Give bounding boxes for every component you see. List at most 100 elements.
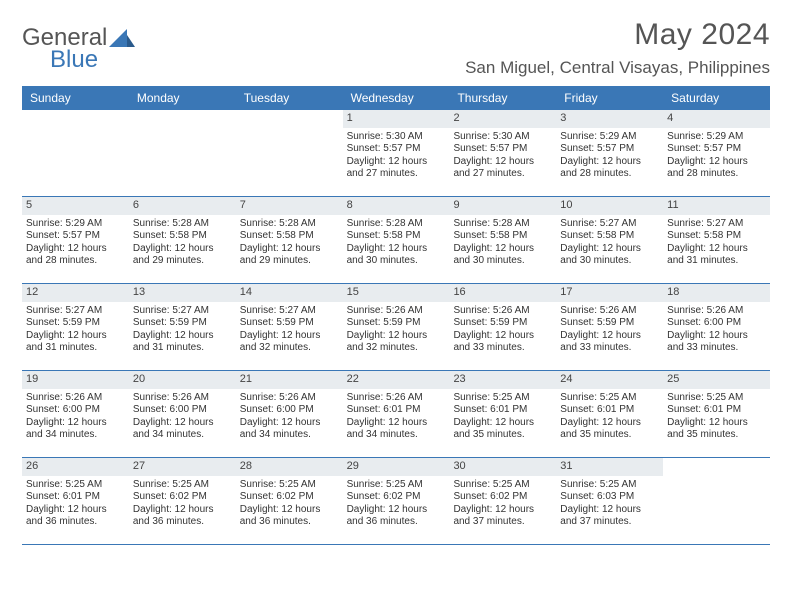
- weekday-header-row: Sunday Monday Tuesday Wednesday Thursday…: [22, 86, 770, 110]
- day-cell: 11Sunrise: 5:27 AMSunset: 5:58 PMDayligh…: [663, 197, 770, 283]
- day-number: 8: [343, 197, 450, 215]
- sunrise-text: Sunrise: 5:25 AM: [667, 392, 766, 405]
- brand-text-2: Blue: [50, 46, 98, 74]
- day-cell: 25Sunrise: 5:25 AMSunset: 6:01 PMDayligh…: [663, 371, 770, 457]
- sunset-text: Sunset: 5:59 PM: [26, 317, 125, 330]
- daylight-text: Daylight: 12 hours and 34 minutes.: [347, 417, 446, 442]
- day-number: 11: [663, 197, 770, 215]
- sunrise-text: Sunrise: 5:25 AM: [560, 479, 659, 492]
- day-cell: 5 Sunrise: 5:29 AMSunset: 5:57 PMDaylight…: [22, 197, 129, 283]
- location-text: San Miguel, Central Visayas, Philippines: [465, 58, 770, 78]
- sunset-text: Sunset: 6:00 PM: [240, 404, 339, 417]
- daylight-text: Daylight: 12 hours and 32 minutes.: [240, 330, 339, 355]
- sunrise-text: Sunrise: 5:28 AM: [453, 218, 552, 231]
- sunrise-text: Sunrise: 5:26 AM: [347, 305, 446, 318]
- weeks-container: ...1Sunrise: 5:30 AMSunset: 5:57 PMDayli…: [22, 110, 770, 545]
- day-number: 30: [449, 458, 556, 476]
- sunrise-text: Sunrise: 5:26 AM: [26, 392, 125, 405]
- day-cell: 22Sunrise: 5:26 AMSunset: 6:01 PMDayligh…: [343, 371, 450, 457]
- day-number: 14: [236, 284, 343, 302]
- sunset-text: Sunset: 6:01 PM: [26, 491, 125, 504]
- sunrise-text: Sunrise: 5:25 AM: [560, 392, 659, 405]
- daylight-text: Daylight: 12 hours and 27 minutes.: [347, 156, 446, 181]
- sunrise-text: Sunrise: 5:30 AM: [347, 131, 446, 144]
- day-number: 31: [556, 458, 663, 476]
- sunset-text: Sunset: 6:01 PM: [560, 404, 659, 417]
- sunset-text: Sunset: 6:02 PM: [240, 491, 339, 504]
- sunset-text: Sunset: 5:58 PM: [133, 230, 232, 243]
- sunset-text: Sunset: 5:59 PM: [133, 317, 232, 330]
- daylight-text: Daylight: 12 hours and 29 minutes.: [133, 243, 232, 268]
- sunset-text: Sunset: 6:03 PM: [560, 491, 659, 504]
- day-cell: 24Sunrise: 5:25 AMSunset: 6:01 PMDayligh…: [556, 371, 663, 457]
- day-number: 17: [556, 284, 663, 302]
- day-cell: 31Sunrise: 5:25 AMSunset: 6:03 PMDayligh…: [556, 458, 663, 544]
- sunrise-text: Sunrise: 5:28 AM: [133, 218, 232, 231]
- day-cell: 9Sunrise: 5:28 AMSunset: 5:58 PMDaylight…: [449, 197, 556, 283]
- sunrise-text: Sunrise: 5:25 AM: [26, 479, 125, 492]
- day-number: 16: [449, 284, 556, 302]
- daylight-text: Daylight: 12 hours and 35 minutes.: [667, 417, 766, 442]
- sunset-text: Sunset: 5:58 PM: [240, 230, 339, 243]
- sunrise-text: Sunrise: 5:29 AM: [667, 131, 766, 144]
- week-row: 26Sunrise: 5:25 AMSunset: 6:01 PMDayligh…: [22, 458, 770, 545]
- sunset-text: Sunset: 6:00 PM: [667, 317, 766, 330]
- sunrise-text: Sunrise: 5:29 AM: [26, 218, 125, 231]
- sunrise-text: Sunrise: 5:25 AM: [453, 479, 552, 492]
- day-cell: .: [22, 110, 129, 196]
- day-cell: 13Sunrise: 5:27 AMSunset: 5:59 PMDayligh…: [129, 284, 236, 370]
- day-cell: 15Sunrise: 5:26 AMSunset: 5:59 PMDayligh…: [343, 284, 450, 370]
- day-cell: 4Sunrise: 5:29 AMSunset: 5:57 PMDaylight…: [663, 110, 770, 196]
- sunset-text: Sunset: 5:57 PM: [26, 230, 125, 243]
- daylight-text: Daylight: 12 hours and 34 minutes.: [240, 417, 339, 442]
- day-cell: 28Sunrise: 5:25 AMSunset: 6:02 PMDayligh…: [236, 458, 343, 544]
- sunset-text: Sunset: 5:58 PM: [560, 230, 659, 243]
- day-cell: 18 Sunrise: 5:26 AMSunset: 6:00 PMDayligh…: [663, 284, 770, 370]
- day-number: 18: [663, 284, 770, 302]
- calendar-page: General Blue May 2024 San Miguel, Centra…: [0, 0, 792, 545]
- weekday-tuesday: Tuesday: [236, 86, 343, 110]
- sunrise-text: Sunrise: 5:25 AM: [347, 479, 446, 492]
- week-row: ...1Sunrise: 5:30 AMSunset: 5:57 PMDayli…: [22, 110, 770, 197]
- daylight-text: Daylight: 12 hours and 28 minutes.: [560, 156, 659, 181]
- daylight-text: Daylight: 12 hours and 30 minutes.: [347, 243, 446, 268]
- day-number: 25: [663, 371, 770, 389]
- sunset-text: Sunset: 6:01 PM: [453, 404, 552, 417]
- day-number: 21: [236, 371, 343, 389]
- sunset-text: Sunset: 5:59 PM: [453, 317, 552, 330]
- brand-triangle-icon: [109, 29, 135, 47]
- day-number: 15: [343, 284, 450, 302]
- day-number: 3: [556, 110, 663, 128]
- day-cell: 16Sunrise: 5:26 AMSunset: 5:59 PMDayligh…: [449, 284, 556, 370]
- day-number: 6: [129, 197, 236, 215]
- sunset-text: Sunset: 6:02 PM: [133, 491, 232, 504]
- sunset-text: Sunset: 6:02 PM: [347, 491, 446, 504]
- day-number: 2: [449, 110, 556, 128]
- sunrise-text: Sunrise: 5:27 AM: [133, 305, 232, 318]
- daylight-text: Daylight: 12 hours and 36 minutes.: [133, 504, 232, 529]
- daylight-text: Daylight: 12 hours and 30 minutes.: [560, 243, 659, 268]
- weekday-saturday: Saturday: [663, 86, 770, 110]
- weekday-friday: Friday: [556, 86, 663, 110]
- daylight-text: Daylight: 12 hours and 33 minutes.: [667, 330, 766, 355]
- sunrise-text: Sunrise: 5:27 AM: [240, 305, 339, 318]
- sunset-text: Sunset: 5:57 PM: [347, 143, 446, 156]
- day-cell: 19 Sunrise: 5:26 AMSunset: 6:00 PMDayligh…: [22, 371, 129, 457]
- day-number: 19: [22, 371, 129, 389]
- sunrise-text: Sunrise: 5:26 AM: [667, 305, 766, 318]
- sunset-text: Sunset: 5:57 PM: [667, 143, 766, 156]
- day-number: 13: [129, 284, 236, 302]
- day-number: 28: [236, 458, 343, 476]
- weekday-sunday: Sunday: [22, 86, 129, 110]
- day-cell: 12Sunrise: 5:27 AMSunset: 5:59 PMDayligh…: [22, 284, 129, 370]
- sunrise-text: Sunrise: 5:27 AM: [667, 218, 766, 231]
- sunrise-text: Sunrise: 5:26 AM: [347, 392, 446, 405]
- sunrise-text: Sunrise: 5:26 AM: [560, 305, 659, 318]
- daylight-text: Daylight: 12 hours and 28 minutes.: [26, 243, 125, 268]
- sunset-text: Sunset: 6:00 PM: [26, 404, 125, 417]
- day-number: 1: [343, 110, 450, 128]
- week-row: 12Sunrise: 5:27 AMSunset: 5:59 PMDayligh…: [22, 284, 770, 371]
- day-number: 5: [22, 197, 129, 215]
- day-number: 10: [556, 197, 663, 215]
- daylight-text: Daylight: 12 hours and 34 minutes.: [26, 417, 125, 442]
